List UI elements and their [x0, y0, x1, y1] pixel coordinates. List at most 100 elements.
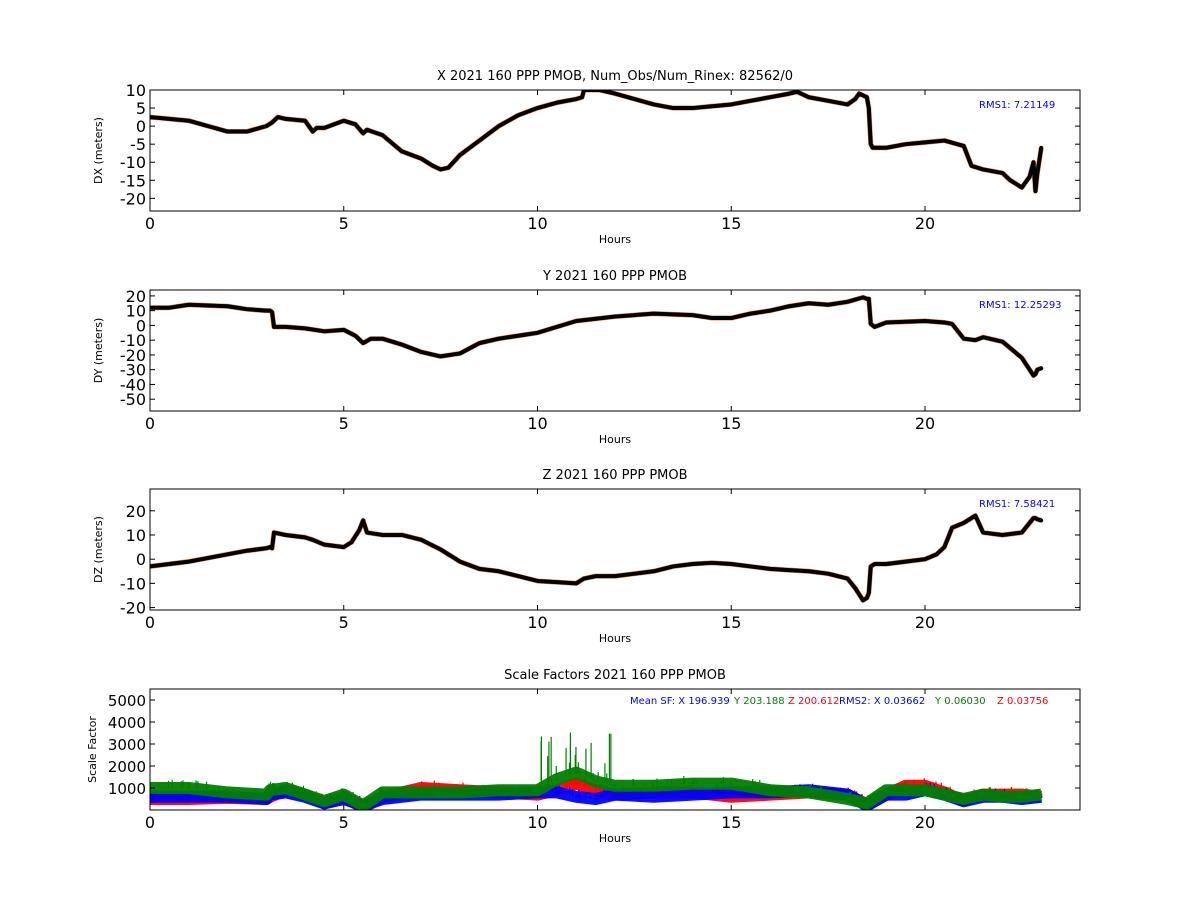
- data-point: [268, 789, 272, 792]
- data-point: [729, 562, 733, 566]
- x-tick-label: 20: [915, 813, 935, 832]
- data-point: [613, 574, 617, 578]
- data-point: [575, 782, 578, 785]
- data-point: [536, 331, 539, 335]
- data-point: [272, 325, 276, 329]
- data-point: [923, 140, 927, 144]
- data-point: [311, 130, 315, 134]
- data-point: [381, 533, 384, 537]
- data-point: [167, 117, 171, 121]
- data-point: [420, 791, 423, 794]
- y-tick-label: 0: [136, 316, 146, 335]
- y-tick-label: -10: [120, 331, 146, 350]
- x-tick-label: 15: [721, 813, 741, 832]
- data-point: [730, 782, 733, 785]
- data-point: [652, 102, 656, 106]
- data-point: [381, 791, 384, 794]
- data-point: [272, 531, 276, 535]
- data-point: [322, 329, 326, 333]
- data-point: [187, 303, 191, 307]
- data-point: [869, 142, 873, 146]
- data-point: [691, 782, 694, 785]
- data-point: [516, 574, 520, 578]
- x-tick-label: 15: [721, 214, 741, 233]
- data-point: [904, 560, 908, 564]
- data-point: [981, 531, 985, 535]
- data-point: [458, 153, 462, 157]
- y-tick-label: -20: [120, 189, 146, 208]
- data-point: [303, 326, 307, 330]
- data-point: [981, 793, 985, 796]
- plot-area: [150, 90, 1044, 194]
- data-point: [861, 598, 865, 602]
- data-point: [691, 793, 694, 796]
- data-point: [1001, 795, 1004, 798]
- data-point: [1035, 368, 1039, 372]
- axes-frame: [149, 688, 1081, 811]
- data-point: [871, 146, 875, 150]
- mean-sf-z: Z 200.612: [788, 696, 839, 707]
- data-point: [943, 793, 946, 796]
- data-point: [691, 313, 694, 317]
- data-point: [981, 335, 985, 339]
- data-point: [867, 106, 871, 110]
- data-point: [361, 804, 365, 807]
- data-point: [691, 106, 694, 110]
- data-point: [381, 133, 384, 137]
- data-point: [555, 580, 559, 584]
- data-point: [807, 791, 810, 794]
- data-point: [981, 167, 985, 171]
- y-tick-label: 5000: [108, 692, 146, 710]
- data-point: [867, 297, 871, 301]
- y-tick-label: -15: [120, 171, 146, 190]
- data-point: [458, 351, 462, 355]
- data-point: [582, 577, 586, 581]
- data-point: [284, 533, 288, 537]
- x-tick-label: 0: [145, 613, 155, 632]
- data-point: [1028, 175, 1032, 179]
- y-tick-label: 10: [126, 526, 146, 545]
- data-point: [1035, 171, 1039, 175]
- data-point: [923, 319, 927, 323]
- data-point: [632, 97, 636, 101]
- data-point: [350, 540, 353, 544]
- data-point: [458, 560, 462, 564]
- plot-area: [150, 513, 1044, 603]
- data-point: [555, 325, 559, 329]
- data-point: [869, 564, 873, 568]
- data-point: [867, 591, 871, 595]
- data-point: [613, 793, 617, 796]
- data-point: [365, 531, 369, 535]
- data-point: [594, 574, 598, 578]
- data-point: [768, 789, 772, 792]
- data-point: [322, 543, 326, 547]
- data-point: [962, 521, 966, 525]
- data-point: [1035, 517, 1039, 521]
- data-point: [264, 546, 268, 550]
- y-tick-label: 20: [126, 502, 146, 521]
- data-point: [284, 325, 288, 329]
- chart-title: Scale Factors 2021 160 PPP PMOB: [504, 668, 726, 683]
- data-point: [206, 124, 210, 128]
- data-point: [787, 92, 791, 96]
- data-point: [710, 316, 714, 320]
- rms2-y: Y 0.06030: [934, 696, 986, 707]
- data-point: [730, 791, 733, 794]
- data-point: [1020, 356, 1024, 360]
- data-point: [691, 562, 694, 566]
- data-point: [361, 131, 365, 135]
- data-point: [873, 562, 877, 566]
- data-point: [245, 549, 249, 553]
- data-point: [574, 581, 578, 585]
- data-point: [477, 567, 481, 571]
- x-axis-label: Hours: [599, 433, 631, 446]
- data-point: [419, 157, 423, 161]
- data-point: [458, 791, 462, 794]
- data-point: [710, 561, 714, 565]
- data-point: [315, 126, 319, 130]
- data-point: [826, 303, 830, 307]
- y-tick-label: -30: [120, 361, 146, 380]
- chart-title: Y 2021 160 PPP PMOB: [542, 269, 687, 284]
- data-point: [877, 146, 880, 150]
